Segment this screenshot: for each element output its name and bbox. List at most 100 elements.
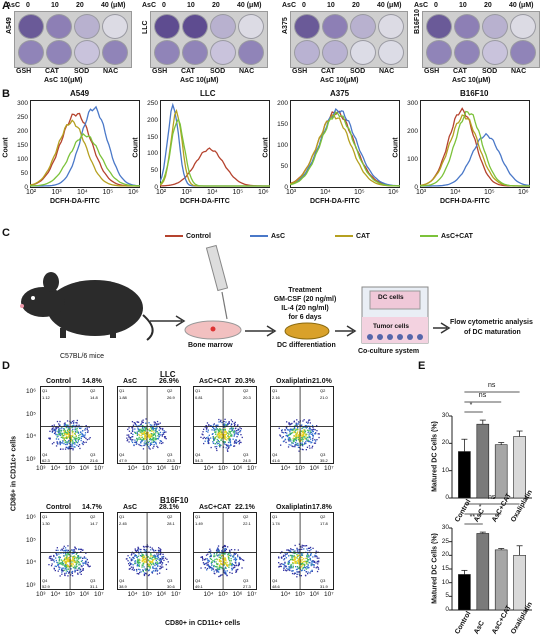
facs-dot <box>217 550 219 552</box>
facs-dot <box>155 432 157 434</box>
facs-dot <box>74 446 76 448</box>
facs-dot <box>212 568 214 570</box>
facs-dot <box>72 551 74 553</box>
facs-dot <box>61 569 63 571</box>
facs-dot <box>61 573 63 575</box>
panel-d-label: D <box>2 360 10 372</box>
facs-dot <box>223 429 225 431</box>
histogram-xtick: 10⁴ <box>77 189 88 196</box>
facs-quadrant-label: 1.30 <box>42 521 51 526</box>
facs-dot <box>284 565 286 567</box>
mouse-illustration <box>20 272 154 341</box>
facs-dot <box>290 548 292 550</box>
facs-dot <box>71 426 73 429</box>
facs-dot <box>290 432 292 434</box>
facs-dot <box>157 562 159 565</box>
facs-dot <box>298 562 300 565</box>
facs-dot <box>314 439 316 441</box>
facs-quadrant-label: Q1 <box>195 514 201 519</box>
facs-xtick: 10⁶ <box>232 465 243 472</box>
facs-quadrant-label: Q4 <box>195 578 201 583</box>
facs-dot <box>308 428 310 430</box>
facs-dot <box>315 562 317 564</box>
facs-dot <box>160 553 162 555</box>
facs-dot <box>223 435 226 437</box>
facs-dot <box>293 439 296 441</box>
facs-dot <box>155 556 157 558</box>
facs-dot <box>294 556 296 558</box>
facs-dot <box>301 442 303 444</box>
facs-dot <box>62 570 64 572</box>
histogram-xtick: 10⁶ <box>258 189 269 196</box>
facs-dot <box>295 561 297 563</box>
facs-dot <box>154 555 156 557</box>
facs-dot <box>233 434 236 436</box>
sig-label: ns <box>478 392 487 399</box>
facs-quadrant-label: Q3 <box>243 452 249 457</box>
facs-dot <box>67 560 69 562</box>
facs-dot <box>297 421 300 423</box>
facs-dot <box>317 433 319 435</box>
facs-dot <box>132 439 134 441</box>
facs-dot <box>300 425 302 427</box>
facs-frame <box>117 386 181 464</box>
facs-dot <box>64 441 66 443</box>
flow-line: of DC maturation <box>464 329 521 336</box>
facs-dot <box>294 562 296 564</box>
facs-dot <box>217 424 219 426</box>
facs-dot <box>140 548 142 551</box>
facs-dot <box>312 561 314 563</box>
facs-dot <box>154 564 156 567</box>
mouse-label: C57BL/6 mice <box>60 353 104 360</box>
facs-dot <box>223 420 225 423</box>
panel-e-label: E <box>418 360 426 372</box>
legend-swatch <box>335 235 353 238</box>
facs-dot <box>282 440 285 443</box>
facs-dot <box>152 566 154 568</box>
facs-dot <box>83 557 85 559</box>
facs-dot <box>296 562 298 564</box>
facs-dot <box>138 433 140 436</box>
facs-dot <box>224 430 227 432</box>
facs-dot <box>145 418 147 420</box>
facs-dot <box>207 553 209 555</box>
facs-dot <box>283 558 286 560</box>
facs-dot <box>296 429 298 431</box>
facs-dot <box>303 426 305 429</box>
facs-dot <box>163 431 166 433</box>
facs-dot <box>223 424 226 427</box>
facs-dot <box>153 441 156 443</box>
facs-dot <box>216 551 219 553</box>
facs-dot <box>77 440 79 442</box>
treatment-line: for 6 days <box>288 314 322 321</box>
facs-dot <box>312 564 314 566</box>
facs-dot <box>57 570 59 572</box>
facs-dot <box>160 567 162 569</box>
facs-dot <box>59 432 61 434</box>
plate-conc-label: 40 (μM) <box>237 2 262 9</box>
facs-dot <box>65 568 67 570</box>
facs-dot <box>63 443 65 445</box>
facs-dot <box>216 558 218 560</box>
facs-dot <box>149 567 151 569</box>
facs-dot <box>145 561 147 563</box>
facs-dot <box>139 438 141 440</box>
facs-dot <box>64 448 67 450</box>
facs-dot <box>202 434 204 436</box>
facs-dot <box>58 556 60 558</box>
facs-dot <box>288 422 290 424</box>
facs-dot <box>55 445 58 447</box>
plate-well <box>294 40 320 65</box>
facs-dot <box>76 560 78 562</box>
facs-dot <box>156 557 158 560</box>
facs-dot <box>217 432 220 434</box>
facs-dot <box>141 555 143 557</box>
facs-dot <box>291 442 293 444</box>
facs-dot <box>240 558 242 560</box>
facs-dot <box>152 437 154 439</box>
facs-dot <box>138 443 140 446</box>
plate-well <box>182 14 208 39</box>
facs-dot <box>152 562 154 564</box>
facs-dot <box>231 420 234 423</box>
legend-item: CAT <box>335 233 370 240</box>
